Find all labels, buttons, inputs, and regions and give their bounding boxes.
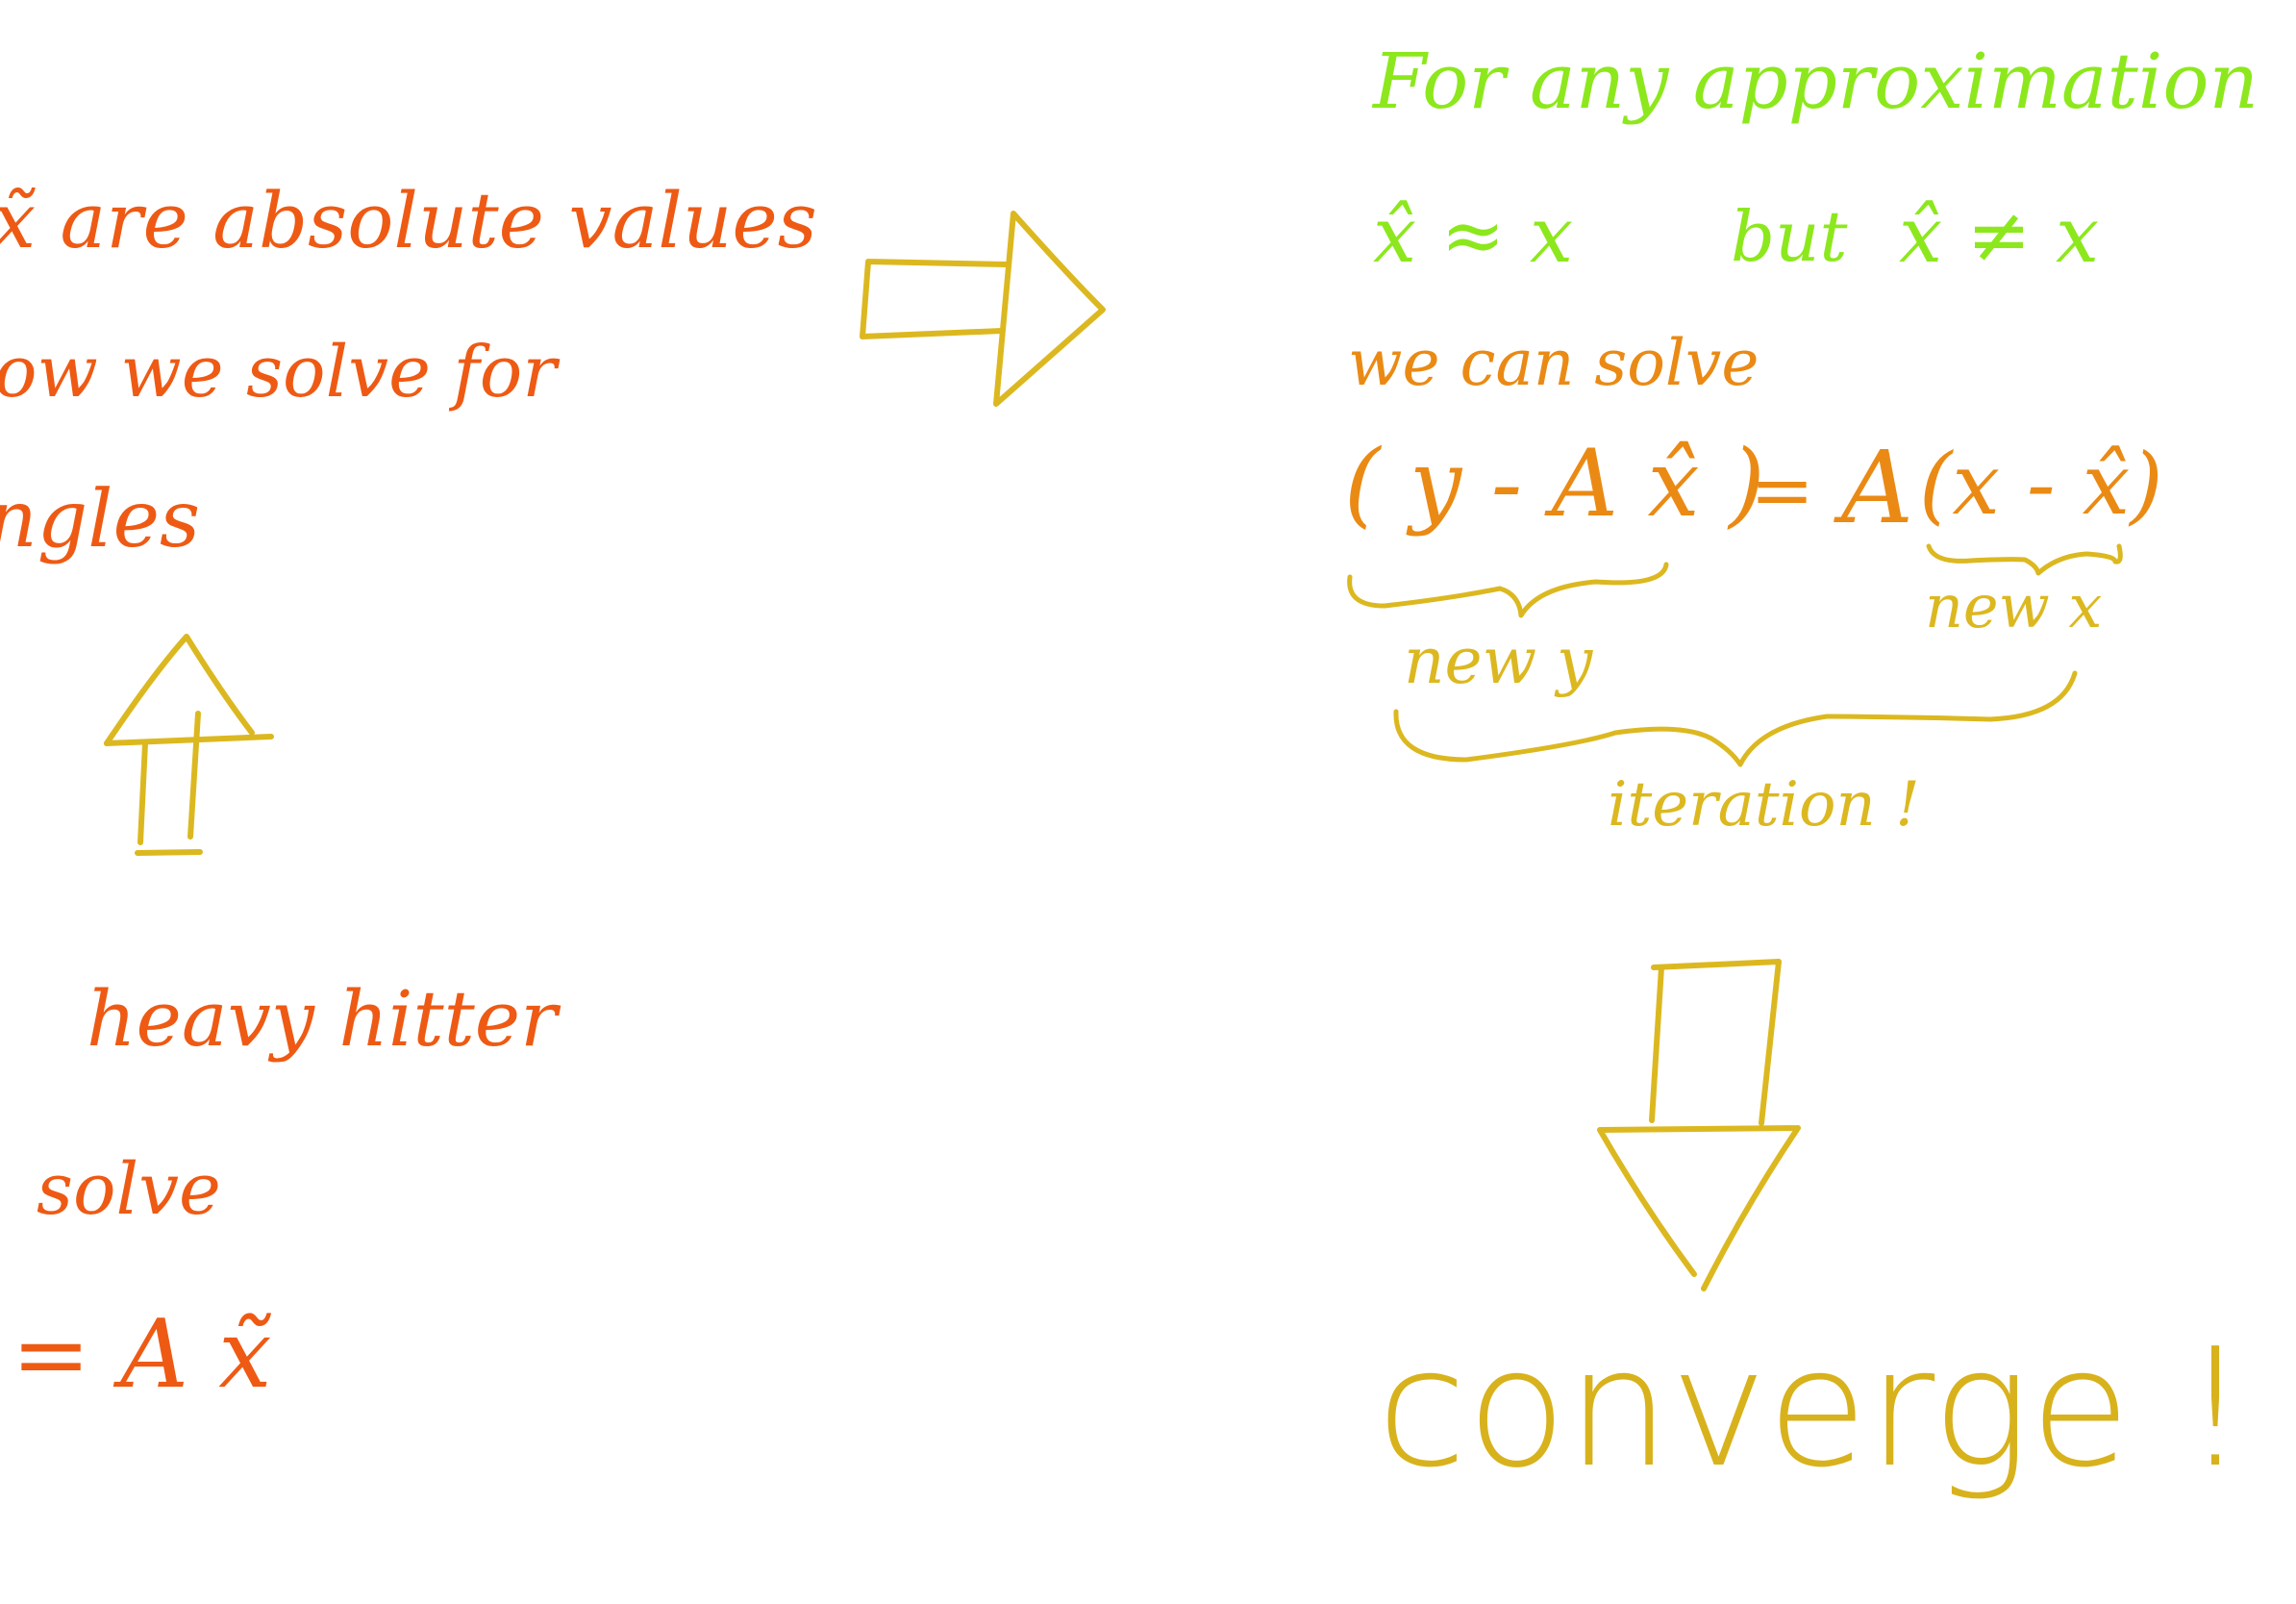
new-y-brace	[1347, 562, 1669, 618]
approx-not-equal: x̂ ≠ x	[1899, 190, 2100, 280]
left-line-absolute-values: x̃ are absolute values	[0, 176, 817, 265]
equation-left-side: ( y - A x̂ )	[1344, 430, 1765, 538]
new-x-brace	[1926, 543, 2123, 576]
left-line-equation: = A x̃	[12, 1300, 272, 1410]
right-arrow-icon	[860, 211, 1106, 407]
approximation-heading: For any approximation	[1373, 37, 2259, 126]
but-word: but	[1731, 196, 1848, 277]
iteration-brace	[1393, 670, 2078, 767]
left-line-angles: ngles	[0, 474, 201, 565]
up-arrow-icon	[104, 634, 274, 856]
new-x-label: new x	[1925, 571, 2103, 641]
down-arrow-icon	[1597, 959, 1801, 1291]
equation-right-side: (x - x̂)	[1919, 435, 2163, 534]
left-line-heavy-hitter: heavy hitter	[87, 974, 558, 1064]
converge-label: converge !	[1377, 1314, 2249, 1504]
left-line-solve-for: ow we solve for	[0, 331, 557, 414]
left-line-solve: solve	[37, 1148, 221, 1231]
equation-equals: =	[1750, 445, 1815, 535]
we-can-solve-label: we can solve	[1348, 326, 1759, 400]
equation-matrix-a: A	[1841, 429, 1914, 546]
new-y-label: new y	[1404, 624, 1593, 698]
approx-relation: x̂ ≈ x	[1373, 190, 1574, 280]
side-bar	[2175, 168, 2296, 1604]
iteration-label: iteration !	[1608, 769, 1920, 840]
